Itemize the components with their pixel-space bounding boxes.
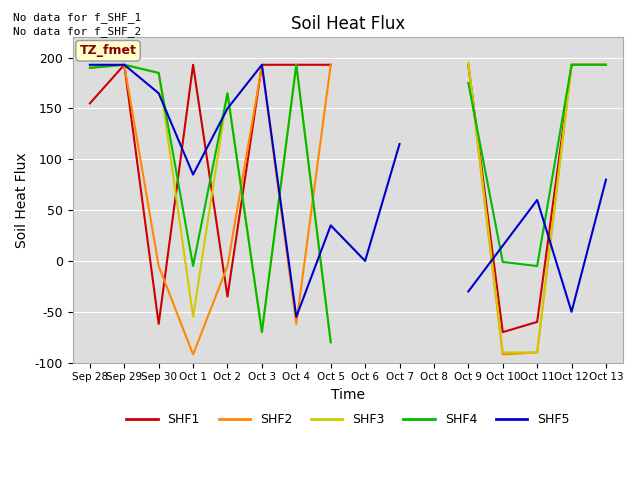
Text: No data for f_SHF_1: No data for f_SHF_1 — [13, 12, 141, 23]
X-axis label: Time: Time — [331, 388, 365, 402]
Title: Soil Heat Flux: Soil Heat Flux — [291, 15, 405, 33]
Text: TZ_fmet: TZ_fmet — [79, 44, 136, 57]
Text: No data for f_SHF_2: No data for f_SHF_2 — [13, 26, 141, 37]
Y-axis label: Soil Heat Flux: Soil Heat Flux — [15, 152, 29, 248]
Legend: SHF1, SHF2, SHF3, SHF4, SHF5: SHF1, SHF2, SHF3, SHF4, SHF5 — [122, 408, 575, 431]
